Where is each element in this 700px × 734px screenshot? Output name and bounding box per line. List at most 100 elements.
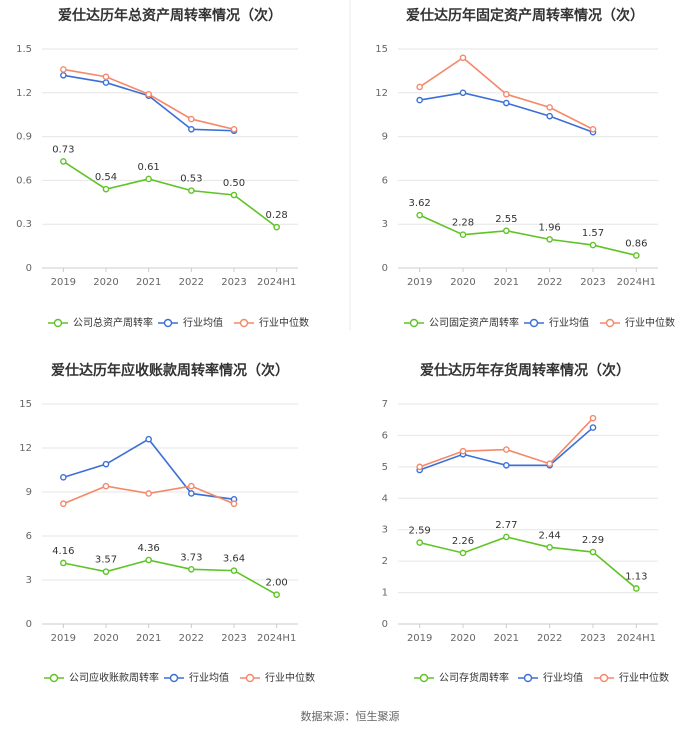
legend-item-company[interactable]: 公司固定资产周转率 (404, 316, 519, 329)
data-point[interactable] (546, 112, 553, 120)
data-point[interactable] (188, 482, 195, 490)
data-point[interactable] (60, 500, 67, 508)
y-tick-label: 3 (26, 575, 32, 586)
data-label: 4.36 (138, 543, 160, 554)
legend-item-industry-average[interactable]: 行业均值 (524, 316, 589, 329)
data-point[interactable] (546, 104, 553, 111)
x-tick-label: 2023 (221, 277, 246, 288)
data-point[interactable] (102, 79, 110, 86)
legend-label: 行业均值 (183, 316, 223, 329)
x-tick-label: 2019 (51, 633, 76, 644)
series-line-company (419, 536, 637, 590)
data-point[interactable] (145, 175, 152, 183)
x-tick-label: 2019 (407, 633, 432, 644)
y-tick-label: 7 (382, 399, 388, 410)
data-point[interactable] (416, 96, 423, 104)
data-point[interactable] (273, 591, 280, 598)
legend-item-company[interactable]: 公司存货周转率 (414, 671, 509, 684)
data-point[interactable] (503, 461, 510, 469)
legend-item-industry-median[interactable]: 行业中位数 (600, 316, 675, 329)
legend-label: 行业均值 (189, 671, 229, 684)
data-point[interactable] (145, 490, 152, 497)
legend-marker-icon (523, 673, 533, 683)
y-tick-label: 0 (26, 263, 32, 274)
data-point[interactable] (503, 99, 510, 107)
data-point[interactable] (60, 66, 67, 73)
data-point[interactable] (589, 424, 597, 431)
data-point[interactable] (416, 539, 423, 546)
data-point[interactable] (102, 482, 110, 490)
data-point[interactable] (416, 463, 423, 471)
data-point[interactable] (546, 236, 553, 243)
data-point[interactable] (503, 90, 510, 98)
data-point[interactable] (145, 435, 152, 443)
legend-item-industry-median[interactable]: 行业中位数 (594, 671, 669, 684)
data-point[interactable] (459, 54, 467, 62)
data-point[interactable] (102, 460, 110, 468)
data-point[interactable] (60, 474, 67, 481)
data-point[interactable] (503, 227, 510, 235)
x-tick-label: 2024H1 (257, 277, 296, 288)
x-tick-label: 2022 (179, 633, 204, 644)
data-point[interactable] (503, 533, 510, 541)
x-tick-label: 2022 (537, 633, 562, 644)
data-point[interactable] (633, 252, 640, 259)
legend-item-industry-average[interactable]: 行业均值 (164, 671, 229, 684)
data-point[interactable] (503, 446, 510, 453)
data-point[interactable] (459, 549, 467, 557)
chart-panel-3: 爱仕达历年应收账款周转率情况（次） 0 3 6 9 12 15 2019 2020 2021 202… (19, 362, 315, 684)
data-point[interactable] (589, 241, 597, 249)
data-point[interactable] (546, 544, 553, 551)
chart-panel-2: 爱仕达历年固定资产周转率情况（次） 0 3 6 9 12 15 2019 2020 2021 202… (375, 7, 675, 329)
y-tick-label: 0 (382, 619, 388, 630)
series-line-industry-average (419, 91, 594, 133)
data-point[interactable] (230, 126, 238, 133)
data-point[interactable] (459, 447, 467, 455)
data-point[interactable] (102, 568, 110, 575)
data-point[interactable] (589, 126, 597, 133)
data-point[interactable] (416, 83, 423, 91)
data-point[interactable] (230, 500, 238, 508)
x-tick-label: 2024H1 (257, 633, 296, 644)
chart-panel-4: 爱仕达历年存货周转率情况（次） 0 1 2 3 4 5 6 7 2019 2020 2021 2022 2… (382, 362, 669, 684)
legend-item-company[interactable]: 公司总资产周转率 (48, 316, 153, 329)
data-point[interactable] (188, 126, 195, 133)
data-point[interactable] (459, 89, 467, 97)
data-point[interactable] (188, 565, 195, 573)
data-point[interactable] (416, 211, 423, 219)
data-point[interactable] (633, 585, 640, 592)
x-tick-label: 2021 (494, 633, 519, 644)
data-point[interactable] (589, 548, 597, 556)
legend-item-company[interactable]: 公司应收账款周转率 (44, 671, 159, 684)
data-point[interactable] (145, 90, 152, 98)
data-point[interactable] (102, 185, 110, 193)
data-point[interactable] (145, 556, 152, 564)
data-point[interactable] (188, 187, 195, 194)
y-tick-label: 6 (382, 430, 388, 441)
chart-title: 爱仕达历年固定资产周转率情况（次） (406, 7, 644, 24)
x-tick-label: 2024H1 (617, 277, 656, 288)
legend-marker-icon (409, 318, 419, 328)
legend-item-industry-median[interactable]: 行业中位数 (234, 316, 309, 329)
legend-item-industry-average[interactable]: 行业均值 (518, 671, 583, 684)
legend-marker-icon (49, 673, 59, 683)
legend-label: 公司固定资产周转率 (429, 316, 519, 329)
data-point[interactable] (188, 115, 195, 123)
data-point[interactable] (102, 73, 110, 81)
data-point[interactable] (459, 231, 467, 239)
data-point[interactable] (273, 223, 280, 231)
x-tick-label: 2022 (537, 277, 562, 288)
data-point[interactable] (230, 191, 238, 199)
y-tick-label: 0 (382, 263, 388, 274)
data-point[interactable] (60, 559, 67, 567)
data-point[interactable] (589, 414, 597, 422)
legend-item-industry-median[interactable]: 行业中位数 (240, 671, 315, 684)
data-label: 3.64 (223, 554, 245, 565)
data-point[interactable] (188, 490, 195, 497)
data-point[interactable] (60, 158, 67, 165)
legend-marker-icon (53, 318, 63, 328)
legend-item-industry-average[interactable]: 行业均值 (158, 316, 223, 329)
data-point[interactable] (230, 567, 238, 574)
data-point[interactable] (546, 460, 553, 468)
data-point[interactable] (60, 71, 67, 79)
